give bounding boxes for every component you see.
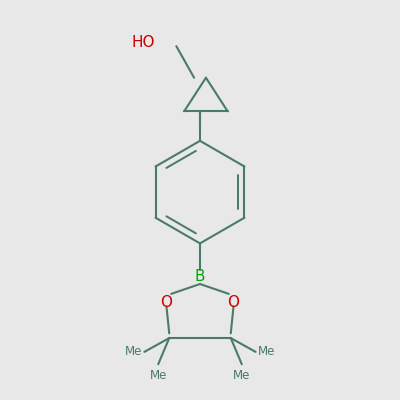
Text: Me: Me [125, 345, 142, 358]
Text: Me: Me [233, 369, 250, 382]
Text: Me: Me [258, 345, 275, 358]
Text: Me: Me [150, 369, 167, 382]
Text: HO: HO [131, 35, 155, 50]
Text: O: O [228, 295, 240, 310]
Text: O: O [160, 295, 172, 310]
Text: B: B [195, 270, 205, 284]
